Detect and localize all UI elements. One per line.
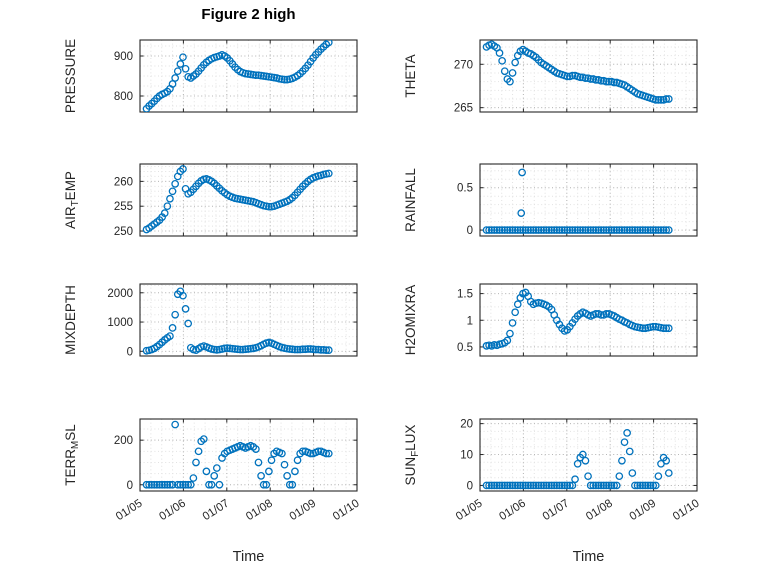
series-airtemp xyxy=(142,165,333,234)
svg-text:01/10: 01/10 xyxy=(671,497,702,523)
series-rainfall xyxy=(482,168,673,234)
subplot-terr-msl: 0 200 01/05 01/06 01/07 01/08 01/09 01/10 TERRMS… xyxy=(63,418,362,523)
svg-text:PRESSURE: PRESSURE xyxy=(63,39,78,113)
svg-text:900: 900 xyxy=(114,51,133,63)
svg-text:01/08: 01/08 xyxy=(584,497,615,523)
figure-title: Figure 2 high xyxy=(201,6,296,23)
series-h2omixra xyxy=(482,288,673,350)
svg-text:01/05: 01/05 xyxy=(114,497,145,523)
svg-text:260: 260 xyxy=(114,176,133,188)
series-terrmsl xyxy=(142,420,333,489)
svg-text:1.5: 1.5 xyxy=(457,289,473,301)
svg-text:01/07: 01/07 xyxy=(541,497,572,523)
svg-text:THETA: THETA xyxy=(403,54,418,97)
svg-text:10: 10 xyxy=(460,450,473,462)
svg-text:01/07: 01/07 xyxy=(201,497,232,523)
svg-text:250: 250 xyxy=(114,226,133,238)
svg-text:0: 0 xyxy=(127,480,133,492)
svg-text:01/09: 01/09 xyxy=(288,497,319,523)
subplot-mixdepth: 0 1000 2000 MIXDEPTH xyxy=(63,283,358,358)
svg-text:2000: 2000 xyxy=(107,288,133,300)
svg-text:01/10: 01/10 xyxy=(331,497,362,523)
series-sunflux xyxy=(482,429,673,490)
svg-text:255: 255 xyxy=(114,201,133,213)
svg-text:200: 200 xyxy=(114,435,133,447)
svg-text:01/09: 01/09 xyxy=(628,497,659,523)
subplot-rainfall: 0 0.5 RAINFALL xyxy=(403,163,698,237)
svg-text:20: 20 xyxy=(460,419,473,431)
series-theta xyxy=(482,40,673,104)
svg-text:0.5: 0.5 xyxy=(457,183,473,195)
svg-text:0: 0 xyxy=(127,346,133,358)
svg-text:0: 0 xyxy=(467,225,473,237)
svg-text:01/06: 01/06 xyxy=(157,497,188,523)
svg-text:800: 800 xyxy=(114,91,133,103)
svg-text:0.5: 0.5 xyxy=(457,342,473,354)
subplot-sun-flux: 0 10 20 01/05 01/06 01/07 01/08 01/09 01/10 SUNFL… xyxy=(403,418,702,523)
subplot-h2omixra: 0.5 1 1.5 H2OMIXRA xyxy=(403,283,698,357)
svg-text:01/08: 01/08 xyxy=(244,497,275,523)
x-axis-label-right: Time xyxy=(572,549,605,565)
svg-text:1: 1 xyxy=(467,315,473,327)
series-mixdepth xyxy=(142,287,333,355)
subplot-pressure: 800 900 PRESSURE xyxy=(63,39,358,113)
svg-text:1000: 1000 xyxy=(107,317,133,329)
subplot-air-temp: 250 255 260 AIRTEMP xyxy=(63,163,358,238)
svg-text:265: 265 xyxy=(454,103,473,115)
svg-text:AIRTEMP: AIRTEMP xyxy=(63,171,81,229)
svg-text:TERRMSL: TERRMSL xyxy=(63,424,81,486)
svg-text:RAINFALL: RAINFALL xyxy=(403,168,418,232)
x-axis-label-left: Time xyxy=(232,549,265,565)
svg-text:01/06: 01/06 xyxy=(497,497,528,523)
svg-text:270: 270 xyxy=(454,59,473,71)
svg-text:H2OMIXRA: H2OMIXRA xyxy=(403,285,418,356)
svg-text:0: 0 xyxy=(467,480,473,492)
svg-text:SUNFLUX: SUNFLUX xyxy=(403,425,421,486)
svg-text:MIXDEPTH: MIXDEPTH xyxy=(63,285,78,355)
series-pressure xyxy=(142,40,333,112)
svg-text:01/05: 01/05 xyxy=(454,497,485,523)
subplot-theta: 265 270 THETA xyxy=(403,39,698,115)
